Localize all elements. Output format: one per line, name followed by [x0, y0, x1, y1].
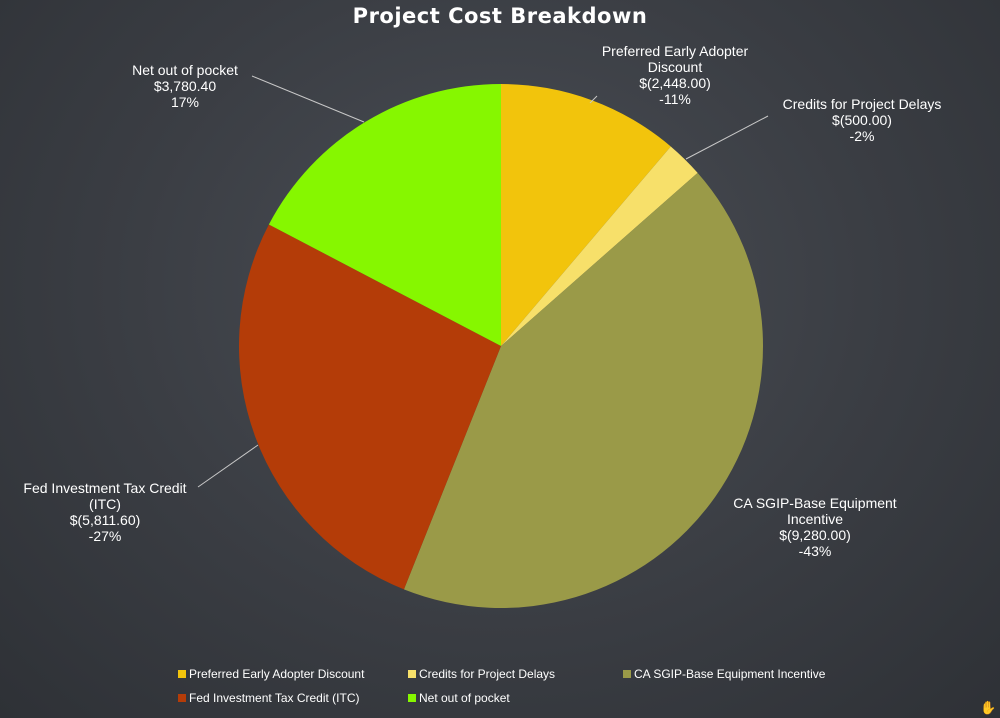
hand-icon[interactable]: ✋ — [980, 700, 997, 715]
legend-label: Fed Investment Tax Credit (ITC) — [189, 691, 360, 705]
data-label-sgip: CA SGIP-Base Equipment Incentive $(9,280.0… — [733, 495, 897, 559]
leader-lines — [197, 75, 769, 488]
legend-item-itc: Fed Investment Tax Credit (ITC) — [178, 691, 408, 705]
data-labels: Preferred Early Adopter Discount $(2,448.0… — [23, 43, 941, 559]
legend-swatch — [178, 694, 186, 702]
legend-item-sgip: CA SGIP-Base Equipment Incentive — [623, 667, 883, 681]
data-label-project-delays: Credits for Project Delays $(500.00) -2% — [783, 96, 942, 144]
legend-label: Net out of pocket — [419, 691, 510, 705]
chart-title: Project Cost Breakdown — [352, 4, 648, 28]
leader-line-project-delays — [685, 115, 769, 160]
legend-label: Credits for Project Delays — [419, 667, 556, 681]
leader-line-early-adopter — [589, 95, 598, 104]
pie-slice-project-delays — [501, 146, 698, 346]
pie-slices — [238, 84, 763, 608]
data-label-net: Net out of pocket $3,780.40 17% — [132, 62, 238, 110]
leader-line-net — [251, 75, 365, 123]
pie-slice-sgip — [403, 172, 763, 608]
legend-item-project-delays: Credits for Project Delays — [408, 667, 623, 681]
legend-swatch — [178, 670, 186, 678]
legend-item-early-adopter: Preferred Early Adopter Discount — [178, 667, 408, 681]
legend-label: Preferred Early Adopter Discount — [189, 667, 365, 681]
data-label-early-adopter: Preferred Early Adopter Discount $(2,448.0… — [602, 43, 749, 107]
legend-swatch — [408, 694, 416, 702]
legend-item-net: Net out of pocket — [408, 691, 623, 705]
legend-swatch — [408, 670, 416, 678]
legend: Preferred Early Adopter Discount Credits… — [178, 667, 898, 705]
pie-slice-early-adopter — [501, 84, 671, 346]
pie-slice-itc — [238, 224, 501, 590]
legend-swatch — [623, 670, 631, 678]
legend-label: CA SGIP-Base Equipment Incentive — [634, 667, 826, 681]
leader-line-itc — [197, 444, 259, 488]
data-label-itc: Fed Investment Tax Credit (ITC) $(5,811.60… — [23, 480, 186, 544]
pie-slice-net — [268, 84, 501, 346]
